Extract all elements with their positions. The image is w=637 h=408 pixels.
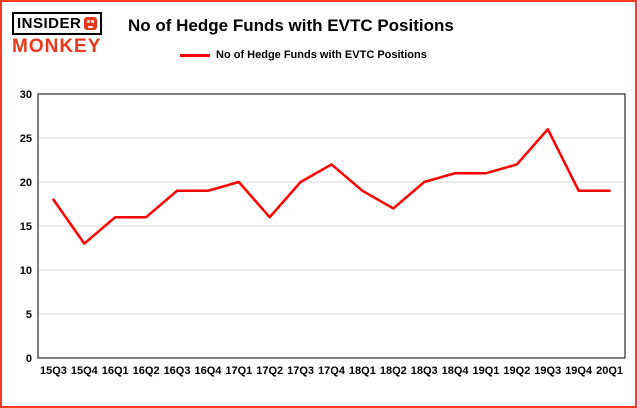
svg-text:0: 0 [26,353,32,365]
svg-text:17Q1: 17Q1 [225,365,252,377]
svg-text:17Q3: 17Q3 [287,365,314,377]
title-block: No of Hedge Funds with EVTC Positions No… [128,12,627,61]
svg-text:16Q3: 16Q3 [164,365,191,377]
svg-text:16Q4: 16Q4 [194,365,222,377]
svg-text:30: 30 [20,89,32,101]
plot-border [37,93,626,359]
chart-legend: No of Hedge Funds with EVTC Positions [180,49,627,61]
svg-text:19Q3: 19Q3 [534,365,561,377]
monkey-face-icon [84,17,98,30]
y-axis-labels: 0 5 10 15 20 25 30 [20,89,32,365]
chart-title: No of Hedge Funds with EVTC Positions [128,16,454,35]
x-axis-labels: 15Q3 15Q4 16Q1 16Q2 16Q3 16Q4 17Q1 17Q2 17Q3 17Q4… [40,365,623,377]
svg-text:17Q4: 17Q4 [318,365,346,377]
svg-text:18Q3: 18Q3 [411,365,438,377]
legend-line-swatch [180,53,210,57]
legend-label: No of Hedge Funds with EVTC Positions [216,49,427,61]
insider-monkey-logo: INSIDER MONKEY [12,12,116,58]
gridlines [38,137,625,315]
svg-text:16Q2: 16Q2 [133,365,160,377]
svg-text:10: 10 [20,265,32,277]
svg-text:19Q2: 19Q2 [503,365,530,377]
svg-text:17Q2: 17Q2 [256,365,283,377]
svg-text:16Q1: 16Q1 [102,365,129,377]
svg-text:20: 20 [20,177,32,189]
svg-text:20Q1: 20Q1 [596,365,623,377]
svg-text:19Q4: 19Q4 [565,365,593,377]
svg-text:19Q1: 19Q1 [473,365,500,377]
chart-header: INSIDER MONKEY No of Hedge Funds with EV… [2,2,635,84]
svg-text:18Q2: 18Q2 [380,365,407,377]
logo-insider-text: INSIDER [17,15,82,32]
line-chart: 0 5 10 15 20 25 30 15Q3 15Q4 16Q1 16Q2 16Q3 16Q4 17Q1… [20,89,626,377]
logo-monkey-text: MONKEY [12,36,102,57]
svg-text:15Q4: 15Q4 [71,365,99,377]
logo-insider-box: INSIDER [12,12,103,35]
svg-text:25: 25 [20,133,32,145]
svg-text:15Q3: 15Q3 [40,365,67,377]
svg-text:5: 5 [26,309,32,321]
svg-text:15: 15 [20,221,32,233]
svg-text:18Q1: 18Q1 [349,365,376,377]
svg-text:18Q4: 18Q4 [442,365,470,377]
data-line [52,127,611,245]
